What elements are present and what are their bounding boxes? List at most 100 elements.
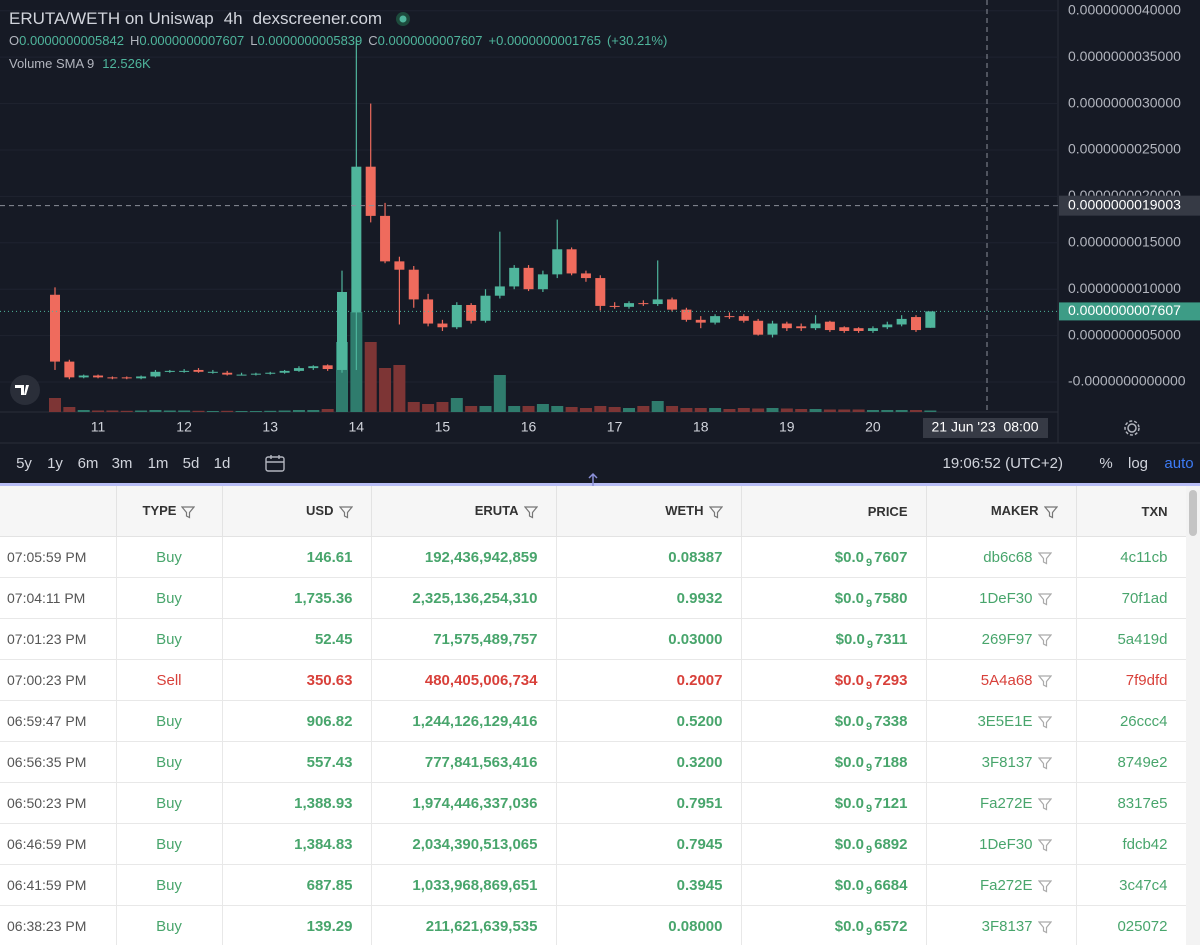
- header-cell[interactable]: TYPE: [116, 486, 223, 537]
- volume-bar: [680, 408, 693, 412]
- cell: Buy: [116, 700, 223, 742]
- header-cell[interactable]: ERUTA: [371, 486, 557, 537]
- filter-icon[interactable]: [1037, 838, 1052, 852]
- maker[interactable]: 3F8137: [981, 753, 1033, 771]
- maker[interactable]: db6c68: [983, 548, 1033, 566]
- cell: $0.0 9 7121: [741, 782, 927, 824]
- volume-bar: [565, 407, 578, 412]
- trade-row[interactable]: 06:41:59 PM Buy 687.85 1,033,968,869,651 0.3…: [0, 864, 1186, 906]
- maker[interactable]: 3F8137: [981, 917, 1033, 935]
- type: Sell: [156, 671, 182, 689]
- txn[interactable]: 4c11cb: [1120, 548, 1168, 566]
- price-digits: 7188: [874, 753, 908, 771]
- txn[interactable]: 8749e2: [1117, 753, 1168, 771]
- trade-row[interactable]: 07:04:11 PM Buy 1,735.36 2,325,136,254,310 0…: [0, 577, 1186, 619]
- usd: 52.45: [314, 630, 353, 648]
- filter-icon[interactable]: [708, 505, 723, 519]
- range-button[interactable]: 3m: [112, 455, 133, 472]
- volume-bar: [49, 398, 61, 412]
- txn[interactable]: 7f9dfd: [1125, 671, 1168, 689]
- trade-row[interactable]: 07:05:59 PM Buy 146.61 192,436,942,859 0.083…: [0, 536, 1186, 578]
- price-prefix: $0.0: [834, 917, 864, 935]
- cell: 0.5200: [556, 700, 742, 742]
- filter-icon[interactable]: [1037, 879, 1052, 893]
- x-tick-label: 20: [865, 419, 881, 435]
- range-button[interactable]: 1y: [47, 455, 63, 472]
- cell: 139.29: [222, 905, 372, 945]
- range-button[interactable]: 1d: [214, 455, 231, 472]
- maker[interactable]: 3E5E1E: [977, 712, 1033, 730]
- candle-body: [624, 303, 634, 307]
- scale-option[interactable]: log: [1128, 455, 1148, 472]
- scroll-thumb[interactable]: [1189, 490, 1197, 536]
- txn[interactable]: 8317e5: [1117, 794, 1168, 812]
- txn[interactable]: 26ccc4: [1119, 712, 1168, 730]
- maker[interactable]: Fa272E: [979, 794, 1033, 812]
- settings-icon[interactable]: [1124, 420, 1140, 436]
- volume-bar: [594, 406, 607, 412]
- txn[interactable]: 3c47c4: [1119, 876, 1168, 894]
- header-cell[interactable]: USD: [222, 486, 372, 537]
- chart-header: ERUTA/WETH on Uniswap 4h dexscreener.com: [9, 9, 382, 28]
- date-range-icon[interactable]: [265, 455, 285, 472]
- filter-icon[interactable]: [181, 505, 196, 519]
- candle-body: [150, 371, 161, 377]
- header-cell[interactable]: WETH: [556, 486, 742, 537]
- trade-row[interactable]: 07:01:23 PM Buy 52.45 71,575,489,757 0.03000…: [0, 618, 1186, 660]
- cell: 1,974,446,337,036: [371, 782, 557, 824]
- cell: Buy: [116, 823, 223, 865]
- txn[interactable]: fdcb42: [1122, 835, 1168, 853]
- trade-row[interactable]: 06:50:23 PM Buy 1,388.93 1,974,446,337,036 0…: [0, 782, 1186, 824]
- filter-icon[interactable]: [1043, 505, 1058, 519]
- trade-row[interactable]: 06:59:47 PM Buy 906.82 1,244,126,129,416 0.5…: [0, 700, 1186, 742]
- txn[interactable]: 5a419d: [1117, 630, 1168, 648]
- scale-option[interactable]: auto: [1164, 455, 1193, 472]
- range-button[interactable]: 6m: [78, 455, 99, 472]
- trade-row[interactable]: 07:00:23 PM Sell 350.63 480,405,006,734 0.20…: [0, 659, 1186, 701]
- filter-icon[interactable]: [523, 505, 538, 519]
- scrollbar[interactable]: [1186, 486, 1200, 945]
- candle-body: [911, 317, 921, 331]
- range-button[interactable]: 5y: [16, 455, 32, 472]
- filter-icon[interactable]: [1037, 674, 1052, 688]
- cell: 3E5E1E: [926, 700, 1077, 742]
- filter-icon[interactable]: [1037, 797, 1052, 811]
- candle-body: [724, 316, 735, 318]
- weth: 0.03000: [668, 630, 723, 648]
- panel-splitter[interactable]: [0, 483, 1200, 486]
- trade-row[interactable]: 06:56:35 PM Buy 557.43 777,841,563,416 0.320…: [0, 741, 1186, 783]
- volume-bar: [579, 408, 592, 412]
- range-button[interactable]: 5d: [183, 455, 200, 472]
- filter-icon[interactable]: [1037, 592, 1052, 606]
- weth: 0.3200: [676, 753, 723, 771]
- volume-bar: [809, 409, 822, 412]
- ohlc-key: H: [130, 33, 139, 48]
- volume-bar: [422, 404, 435, 412]
- tv-logo-mark: [15, 385, 29, 395]
- txn[interactable]: 025072: [1117, 917, 1168, 935]
- txn[interactable]: 70f1ad: [1121, 589, 1168, 607]
- maker[interactable]: 269F97: [981, 630, 1033, 648]
- header-cell[interactable]: MAKER: [926, 486, 1077, 537]
- maker[interactable]: Fa272E: [979, 876, 1033, 894]
- time: 06:38:23 PM: [7, 918, 87, 934]
- range-button[interactable]: 1m: [148, 455, 169, 472]
- weth: 0.2007: [676, 671, 723, 689]
- trade-row[interactable]: 06:38:23 PM Buy 139.29 211,621,639,535 0.080…: [0, 905, 1186, 945]
- candle-body: [265, 372, 276, 374]
- maker[interactable]: 5A4a68: [980, 671, 1033, 689]
- scale-option[interactable]: %: [1099, 455, 1112, 472]
- type: Buy: [156, 548, 182, 566]
- cell: 0.7945: [556, 823, 742, 865]
- maker[interactable]: 1DeF30: [979, 589, 1033, 607]
- filter-icon[interactable]: [338, 505, 353, 519]
- filter-icon[interactable]: [1037, 633, 1052, 647]
- filter-icon[interactable]: [1037, 920, 1052, 934]
- filter-icon[interactable]: [1037, 551, 1052, 565]
- filter-icon[interactable]: [1037, 715, 1052, 729]
- trade-row[interactable]: 06:46:59 PM Buy 1,384.83 2,034,390,513,065 0…: [0, 823, 1186, 865]
- maker[interactable]: 1DeF30: [979, 835, 1033, 853]
- crosshair-time-tag: [923, 418, 1048, 438]
- filter-icon[interactable]: [1037, 756, 1052, 770]
- y-tick-label: 0.0000000035000: [1068, 48, 1181, 64]
